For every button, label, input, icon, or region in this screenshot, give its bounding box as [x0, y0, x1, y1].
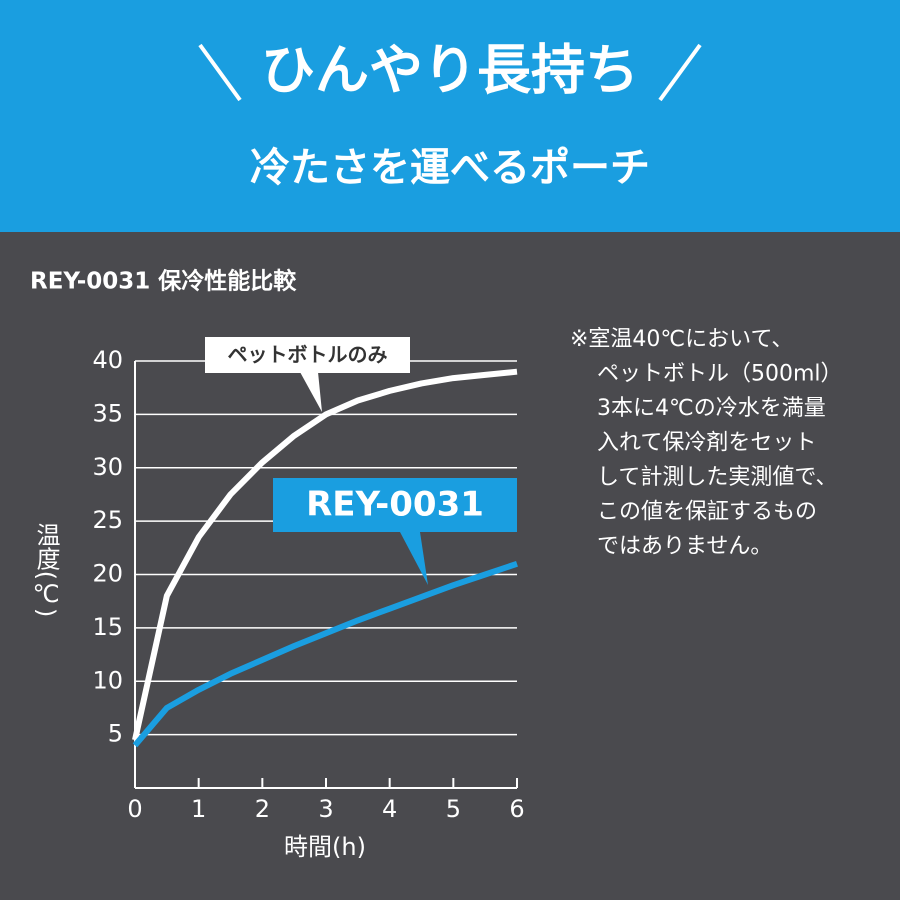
- legend-pointer: [300, 372, 322, 412]
- x-tick-label: 5: [446, 795, 461, 823]
- y-tick-label: 35: [92, 399, 123, 427]
- series-line: [132, 560, 518, 748]
- legend-label: REY-0031: [306, 485, 484, 525]
- note-line: ではありません。: [597, 534, 772, 559]
- x-tick-label: 0: [127, 795, 142, 823]
- note-line: この値を保証するもの: [597, 500, 817, 525]
- y-tick-label: 10: [92, 666, 123, 694]
- series-line: [132, 368, 518, 741]
- slash-right: [658, 43, 702, 102]
- note: ※室温40℃において、ペットボトル（500ml） 3本に4℃の冷水を満量入れて保冷…: [570, 327, 843, 559]
- legend-pointer: [400, 532, 428, 585]
- x-tick-label: 4: [382, 795, 397, 823]
- x-tick-label: 6: [509, 795, 524, 823]
- legend-box: [273, 478, 517, 532]
- note-line: して計測した実測値で、: [597, 465, 837, 490]
- legend-box: [205, 337, 410, 373]
- x-tick-label: 1: [191, 795, 206, 823]
- y-tick-label: 15: [92, 613, 123, 641]
- note-line: 3本に4℃の冷水を満量: [597, 396, 826, 421]
- y-tick-label: 25: [92, 506, 123, 534]
- x-tick-label: 2: [255, 795, 270, 823]
- header-title: ひんやり長持ち: [261, 39, 639, 102]
- note-line: 入れて保冷剤をセット: [597, 431, 816, 456]
- y-tick-label: 5: [108, 720, 123, 748]
- header-band: [0, 0, 900, 232]
- y-tick-label: 40: [92, 346, 123, 374]
- chart-title: REY-0031 保冷性能比較: [30, 268, 297, 295]
- header-subtitle: 冷たさを運べるポーチ: [250, 145, 650, 191]
- y-tick-label: 20: [92, 560, 123, 588]
- x-axis-label: 時間(h): [284, 833, 366, 861]
- x-tick-label: 3: [318, 795, 333, 823]
- y-tick-label: 30: [92, 453, 123, 481]
- note-line: ※室温40℃において、: [570, 327, 793, 352]
- y-axis-label: 温度(℃): [32, 523, 60, 618]
- note-line: ペットボトル（500ml）: [597, 362, 843, 387]
- legend-label: ペットボトルのみ: [228, 343, 388, 367]
- slash-left: [198, 43, 242, 102]
